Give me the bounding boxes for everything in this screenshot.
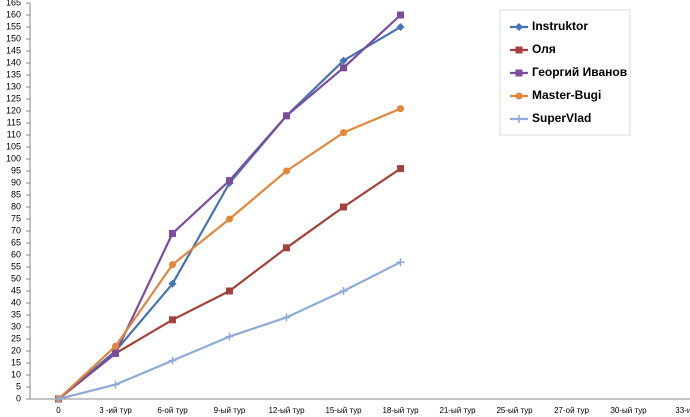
data-point — [339, 56, 348, 65]
y-tick-label: 75 — [11, 213, 21, 223]
y-tick-label: 5 — [16, 381, 21, 391]
legend-marker — [515, 115, 523, 123]
y-tick-label: 95 — [11, 165, 21, 175]
y-tick-label: 135 — [6, 69, 21, 79]
data-point — [282, 313, 291, 322]
x-tick-label: 27-ой тур — [554, 406, 589, 415]
legend-label: Instruktor — [532, 19, 588, 33]
y-tick-label: 105 — [6, 141, 21, 151]
data-point — [169, 229, 176, 237]
y-tick-label: 100 — [6, 153, 21, 163]
data-point — [283, 244, 290, 252]
x-tick-label: 33-ий — [675, 406, 690, 415]
x-tick-label: 12-ый тур — [268, 406, 305, 415]
x-tick-label: 3 -ий тур — [99, 406, 132, 415]
x-tick-label: 0 — [56, 406, 61, 415]
y-tick-label: 0 — [16, 393, 21, 403]
y-tick-label: 15 — [11, 357, 21, 367]
legend-label: Оля — [532, 42, 556, 56]
data-point — [112, 342, 119, 350]
data-point — [225, 332, 234, 341]
data-point — [283, 112, 290, 120]
y-tick-label: 70 — [11, 225, 21, 235]
legend-marker — [515, 46, 523, 54]
y-tick-label: 60 — [11, 249, 21, 259]
data-point — [168, 279, 177, 288]
x-tick-label: 30-ый тур — [610, 406, 647, 415]
y-tick-label: 140 — [6, 57, 21, 67]
legend-marker — [515, 23, 523, 31]
legend-label: Master-Bugi — [532, 88, 601, 102]
legend-marker — [515, 69, 523, 77]
y-tick-label: 160 — [6, 9, 21, 19]
data-point — [340, 129, 347, 137]
x-tick-label: 15-ый тур — [325, 406, 362, 415]
x-tick-label: 6-ой тур — [157, 406, 188, 415]
data-point — [396, 258, 405, 267]
data-point — [226, 177, 233, 185]
data-point — [340, 203, 347, 211]
data-point — [397, 11, 404, 19]
data-point — [54, 395, 63, 403]
data-point — [169, 316, 176, 324]
y-tick-label: 25 — [11, 333, 21, 343]
data-point — [168, 356, 177, 365]
x-tick-label: 9-ый тур — [214, 406, 246, 415]
data-point — [340, 64, 347, 72]
y-tick-label: 120 — [6, 105, 21, 115]
y-tick-label: 145 — [6, 45, 21, 55]
y-tick-label: 20 — [11, 345, 21, 355]
x-tick-label: 21-ый тур — [439, 406, 476, 415]
y-tick-label: 40 — [11, 297, 21, 307]
y-tick-label: 10 — [11, 369, 21, 379]
data-point — [226, 215, 233, 223]
y-tick-label: 165 — [6, 0, 21, 7]
data-point — [111, 380, 120, 389]
data-point — [339, 287, 348, 295]
data-point — [396, 23, 405, 31]
y-tick-label: 65 — [11, 237, 21, 247]
data-point — [112, 349, 119, 357]
data-point — [397, 105, 404, 113]
y-tick-label: 35 — [11, 309, 21, 319]
y-tick-label: 30 — [11, 321, 21, 331]
legend-label: SuperVlad — [532, 111, 591, 125]
y-tick-label: 150 — [6, 33, 21, 43]
y-tick-label: 55 — [11, 261, 21, 271]
x-tick-label: 25-ый тур — [496, 406, 533, 415]
x-tick-label: 18-ый тур — [382, 406, 419, 415]
data-point — [283, 167, 290, 175]
y-tick-label: 125 — [6, 93, 21, 103]
y-tick-label: 130 — [6, 81, 21, 91]
y-tick-label: 115 — [7, 117, 21, 127]
y-tick-label: 110 — [7, 129, 21, 139]
y-tick-label: 45 — [11, 285, 21, 295]
y-tick-label: 85 — [11, 189, 21, 199]
y-tick-label: 155 — [6, 21, 21, 31]
data-point — [397, 165, 404, 173]
data-point — [169, 261, 176, 269]
y-tick-label: 90 — [11, 177, 21, 187]
y-tick-label: 50 — [11, 273, 21, 283]
data-point — [226, 287, 233, 295]
y-tick-label: 80 — [11, 201, 21, 211]
legend-marker — [515, 92, 523, 100]
legend-label: Георгий Иванов — [532, 65, 627, 79]
